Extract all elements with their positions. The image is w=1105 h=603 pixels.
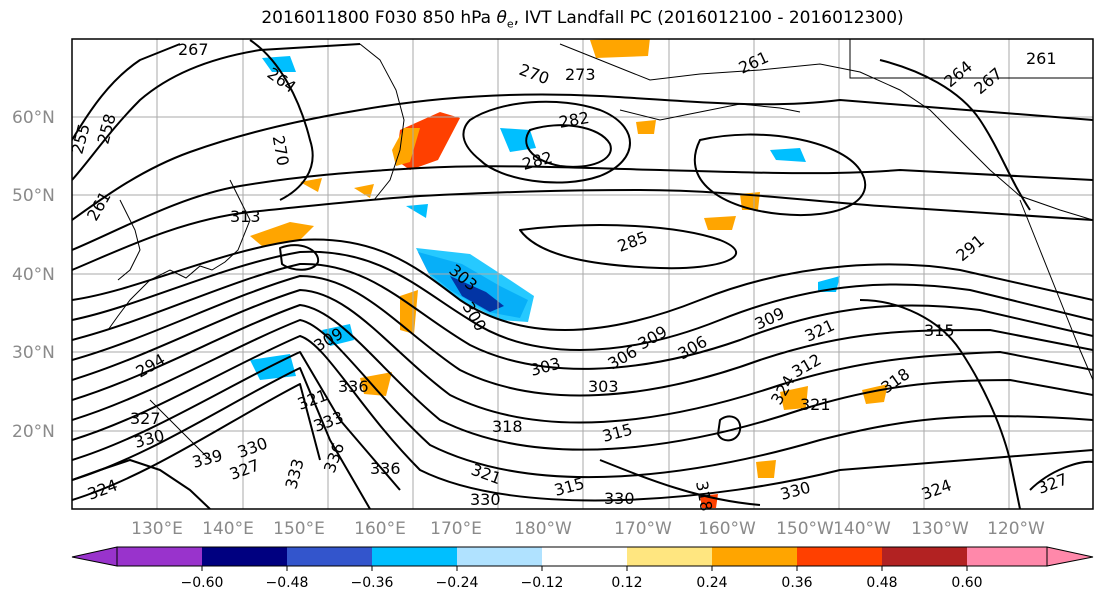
lat-label: 50°N <box>12 186 55 206</box>
lon-label: 140°W <box>833 519 891 539</box>
shading-orange-blob <box>360 372 392 396</box>
lon-label: 130°W <box>911 519 969 539</box>
latitude-labels: 60°N 50°N 40°N 30°N 20°N <box>12 108 55 442</box>
shading-orange-blob <box>704 216 736 230</box>
colorbar-tick-label: 0.24 <box>696 575 727 591</box>
contour-label: 313 <box>230 207 261 226</box>
colorbar-swatch <box>712 547 797 566</box>
lat-label: 40°N <box>12 265 55 285</box>
contour-label: 273 <box>565 65 596 84</box>
lat-label: 60°N <box>12 108 55 128</box>
shading-lightblue-blob <box>250 354 296 380</box>
colorbar-extend-low <box>71 546 118 567</box>
lon-label: 130°E <box>131 519 183 539</box>
colorbar-tick-label: 0.36 <box>781 575 812 591</box>
lon-label: 140°E <box>202 519 254 539</box>
shading-orange-blob <box>756 460 776 478</box>
lat-label: 30°N <box>12 343 55 363</box>
contour-label: 315 <box>924 321 955 340</box>
colorbar: −0.60 −0.48 −0.36 −0.24 −0.12 0.12 0.24 … <box>71 546 1094 591</box>
shading-lightblue-blob <box>416 248 534 322</box>
colorbar-tick-label: 0.48 <box>866 575 897 591</box>
colorbar-extend-high <box>1046 546 1094 567</box>
colorbar-tick-label: 0.60 <box>951 575 982 591</box>
colorbar-tick-label: −0.48 <box>266 575 309 591</box>
shading-orange-blob <box>300 178 322 192</box>
map-panel: 267 264 270 273 261 264 267 261 255 258 … <box>68 38 1094 513</box>
shading-orange-blob <box>780 386 808 410</box>
shading-lightblue-blob <box>770 148 806 162</box>
shading-lightblue-blob <box>262 56 296 72</box>
longitude-labels: 130°E 140°E 150°E 160°E 170°E 180°W 170°… <box>131 519 1045 539</box>
lat-label: 20°N <box>12 422 55 442</box>
colorbar-swatch <box>372 547 457 566</box>
map-title: 2016011800 F030 850 hPa θe, IVT Landfall… <box>261 8 904 31</box>
contour-label: 336 <box>338 377 369 396</box>
colorbar-swatch <box>542 547 627 566</box>
lon-label: 170°E <box>430 519 482 539</box>
colorbar-tick-label: −0.36 <box>351 575 394 591</box>
lon-label: 150°W <box>776 519 834 539</box>
contour-label: 321 <box>800 395 831 414</box>
shading-red-blob <box>396 112 460 170</box>
shading-orange-blob <box>636 120 656 134</box>
lon-label: 180°W <box>514 519 572 539</box>
colorbar-tick-label: −0.60 <box>181 575 224 591</box>
graticule <box>72 39 1093 509</box>
lon-label: 160°E <box>354 519 406 539</box>
contour-label: 336 <box>370 459 401 478</box>
lon-label: 120°W <box>987 519 1045 539</box>
colorbar-swatch <box>882 547 967 566</box>
colorbar-tick-label: −0.12 <box>521 575 564 591</box>
contour-label: 267 <box>178 40 209 59</box>
lon-label: 150°E <box>273 519 325 539</box>
lon-label: 160°W <box>698 519 756 539</box>
contour-label: 330 <box>604 489 635 508</box>
contour-label: 303 <box>588 377 619 396</box>
colorbar-swatch <box>287 547 372 566</box>
theta-e-contours <box>72 39 1093 509</box>
colorbar-swatch <box>967 547 1047 566</box>
contour-label: 261 <box>1026 49 1057 68</box>
colorbar-swatch <box>202 547 287 566</box>
lon-label: 170°W <box>614 519 672 539</box>
colorbar-swatch <box>117 547 202 566</box>
colorbar-swatch <box>797 547 882 566</box>
colorbar-tick-label: −0.24 <box>436 575 479 591</box>
contour-label: 318 <box>492 417 523 436</box>
colorbar-tick-label: 0.12 <box>611 575 642 591</box>
shading-orange-blob <box>740 192 760 210</box>
contour-label: 330 <box>470 490 501 509</box>
contour-label: 327 <box>130 409 161 428</box>
colorbar-swatch <box>457 547 542 566</box>
coastlines <box>107 39 1093 461</box>
shading-orange-blob <box>406 204 428 218</box>
shading-navy-blob <box>450 276 504 312</box>
colorbar-swatch <box>627 547 712 566</box>
shading-orange-blob <box>590 39 650 58</box>
